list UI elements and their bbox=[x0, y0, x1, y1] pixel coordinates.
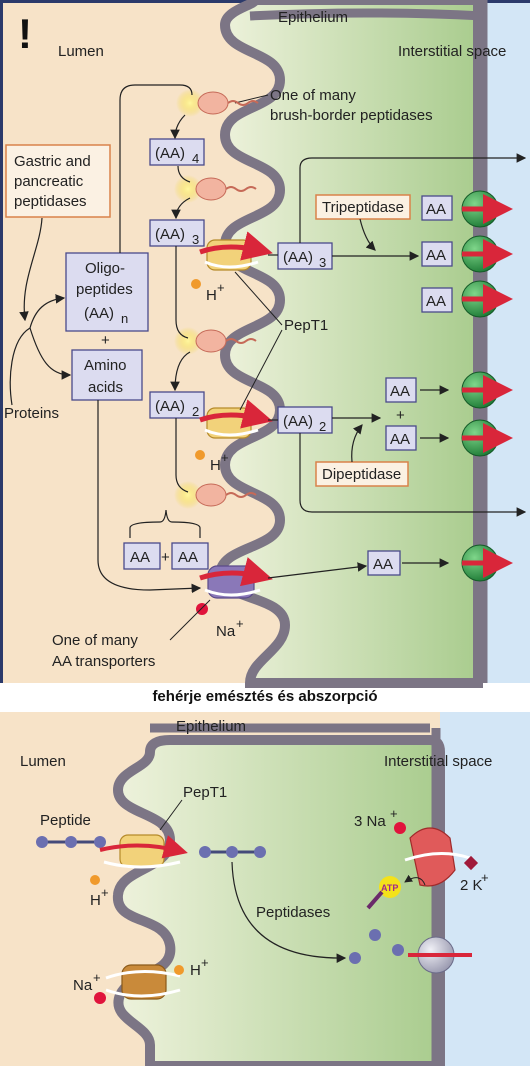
na-k-pump bbox=[404, 827, 471, 887]
svg-text:2: 2 bbox=[319, 419, 326, 434]
label-interstitial: Interstitial space bbox=[398, 43, 506, 60]
svg-text:AA: AA bbox=[426, 247, 446, 264]
label-amino-2: acids bbox=[88, 379, 123, 396]
box-oligopeptides bbox=[65, 252, 149, 332]
label-brush-border-2: brush-border peptidases bbox=[270, 107, 433, 124]
label-gastric-2: pancreatic bbox=[14, 173, 84, 190]
box-amino-acids bbox=[71, 349, 143, 401]
svg-text:AA: AA bbox=[426, 293, 446, 310]
epithelium-top-membrane bbox=[249, 8, 484, 21]
svg-text:+: + bbox=[93, 970, 101, 985]
label-amino-1: Amino bbox=[84, 357, 127, 374]
svg-text:+: + bbox=[236, 616, 244, 631]
aa-transporter bbox=[199, 557, 273, 599]
label-aa2-sub: 2 bbox=[192, 404, 199, 419]
brush-border-peptidase-1 bbox=[176, 89, 259, 117]
pept1-transporter-bottom bbox=[99, 834, 188, 869]
label-interstitial-bottom: Interstitial space bbox=[384, 753, 492, 770]
na-transporter-bottom bbox=[105, 964, 181, 1000]
label-aa4-sub: 4 bbox=[192, 151, 199, 166]
label-lumen-bottom: Lumen bbox=[20, 753, 66, 770]
label-aa3-cell: (AA) bbox=[283, 249, 313, 266]
label-gastric-3: peptidases bbox=[14, 193, 87, 210]
atp-icon: ATP bbox=[366, 876, 401, 910]
na-ion bbox=[196, 603, 208, 615]
svg-text:Na: Na bbox=[216, 623, 236, 640]
basolateral-exporters bbox=[461, 190, 513, 582]
label-aa3: (AA) bbox=[155, 226, 185, 243]
label-gastric-1: Gastric and bbox=[14, 153, 91, 170]
svg-text:ATP: ATP bbox=[381, 883, 398, 893]
label-plus-1: + bbox=[101, 332, 110, 349]
label-dipeptidase: Dipeptidase bbox=[322, 466, 401, 483]
label-proteins: Proteins bbox=[4, 405, 59, 422]
h-ion-1 bbox=[191, 279, 201, 289]
label-epithelium-bottom: Epithelium bbox=[176, 718, 246, 735]
svg-text:3 Na: 3 Na bbox=[354, 813, 386, 830]
svg-text:AA: AA bbox=[390, 431, 410, 448]
peptide-chain-cell bbox=[199, 846, 266, 858]
label-aa2-cell: (AA) bbox=[283, 413, 313, 430]
brush-border-peptidase-2 bbox=[174, 175, 257, 203]
svg-text:AA: AA bbox=[426, 201, 446, 218]
label-pept1: PepT1 bbox=[284, 317, 328, 334]
svg-text:2 K: 2 K bbox=[460, 877, 483, 894]
label-oligo-1: Oligo- bbox=[85, 260, 125, 277]
label-pept1-bottom: PepT1 bbox=[183, 784, 227, 801]
h-ion-2 bbox=[195, 450, 205, 460]
svg-text:+: + bbox=[481, 870, 489, 885]
svg-text:+: + bbox=[161, 549, 170, 566]
svg-text:3: 3 bbox=[319, 255, 326, 270]
caption: fehérje emésztés és abszorpció bbox=[152, 688, 377, 705]
label-brush-border-1: One of many bbox=[270, 87, 356, 104]
peptide-chain-lumen bbox=[36, 836, 106, 848]
label-peptide: Peptide bbox=[40, 812, 91, 829]
svg-text:+: + bbox=[396, 407, 405, 424]
bottom-panel: Epithelium Lumen Interstitial space Pept… bbox=[0, 712, 530, 1066]
svg-text:AA: AA bbox=[373, 556, 393, 573]
epithelial-cell-bottom bbox=[112, 735, 445, 1066]
svg-text:H: H bbox=[206, 287, 217, 304]
label-tripeptidase: Tripeptidase bbox=[322, 199, 404, 216]
pept1-transporter-1 bbox=[199, 231, 273, 271]
label-oligo-2: peptides bbox=[76, 281, 133, 298]
svg-text:+: + bbox=[101, 885, 109, 900]
label-aa2: (AA) bbox=[155, 398, 185, 415]
svg-text:H: H bbox=[90, 892, 101, 909]
label-aa3-sub: 3 bbox=[192, 232, 199, 247]
svg-text:H: H bbox=[210, 457, 221, 474]
svg-text:H: H bbox=[190, 962, 201, 979]
label-lumen: Lumen bbox=[58, 43, 104, 60]
basolateral-aa-exporter bbox=[408, 936, 472, 974]
svg-text:AA: AA bbox=[390, 383, 410, 400]
label-aa-transporters-2: AA transporters bbox=[52, 653, 155, 670]
top-panel: ! Epithelium Lumen Interstitial space On… bbox=[0, 0, 530, 688]
label-epithelium: Epithelium bbox=[278, 9, 348, 26]
svg-text:+: + bbox=[217, 280, 225, 295]
warning-mark: ! bbox=[18, 10, 32, 57]
label-peptidases: Peptidases bbox=[256, 904, 330, 921]
label-oligo-3: (AA) bbox=[84, 305, 114, 322]
label-oligo-sub: n bbox=[121, 311, 128, 326]
pept1-transporter-2 bbox=[199, 399, 273, 439]
label-aa-lumen-2: AA bbox=[178, 549, 198, 566]
svg-text:+: + bbox=[390, 806, 398, 821]
label-aa-lumen-1: AA bbox=[130, 549, 150, 566]
svg-text:Na: Na bbox=[73, 977, 93, 994]
label-aa-transporters-1: One of many bbox=[52, 632, 138, 649]
svg-text:+: + bbox=[221, 450, 229, 465]
label-aa4: (AA) bbox=[155, 145, 185, 162]
svg-text:+: + bbox=[201, 955, 209, 970]
